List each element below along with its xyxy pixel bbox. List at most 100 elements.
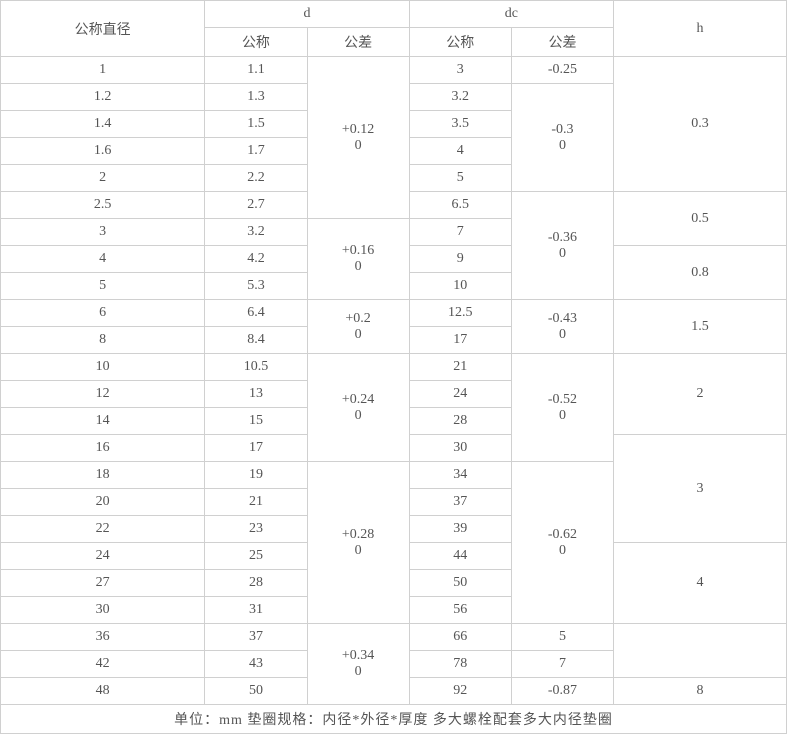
header-nominal-diameter: 公称直径 <box>1 1 205 57</box>
cell-h: 4 <box>614 543 787 624</box>
cell-dc-nom: 78 <box>409 651 511 678</box>
cell-dc-nom: 92 <box>409 678 511 705</box>
cell-dc-nom: 6.5 <box>409 192 511 219</box>
cell-h: 2 <box>614 354 787 435</box>
header-dc-nominal: 公称 <box>409 28 511 57</box>
cell-dc-tol: -0.520 <box>511 354 613 462</box>
cell-nd: 22 <box>1 516 205 543</box>
cell-d-nom: 10.5 <box>205 354 307 381</box>
cell-d-tol: +0.240 <box>307 354 409 462</box>
cell-h: 8 <box>614 678 787 705</box>
cell-nd: 10 <box>1 354 205 381</box>
footer-text: 单位：mm 垫圈规格：内径*外径*厚度 多大螺栓配套多大内径垫圈 <box>1 705 787 734</box>
cell-dc-tol: -0.620 <box>511 462 613 624</box>
cell-d-nom: 25 <box>205 543 307 570</box>
cell-nd: 18 <box>1 462 205 489</box>
cell-nd: 16 <box>1 435 205 462</box>
cell-dc-nom: 3.5 <box>409 111 511 138</box>
cell-d-nom: 6.4 <box>205 300 307 327</box>
cell-dc-nom: 5 <box>409 165 511 192</box>
table-row: 10 10.5 +0.240 21 -0.520 2 <box>1 354 787 381</box>
cell-dc-nom: 39 <box>409 516 511 543</box>
header-d: d <box>205 1 409 28</box>
cell-dc-nom: 3.2 <box>409 84 511 111</box>
cell-dc-nom: 7 <box>409 219 511 246</box>
cell-d-tol: +0.280 <box>307 462 409 624</box>
spec-table: 公称直径 d dc h 公称 公差 公称 公差 1 1.1 +0.120 3 -… <box>0 0 787 734</box>
cell-nd: 20 <box>1 489 205 516</box>
cell-d-nom: 50 <box>205 678 307 705</box>
cell-d-nom: 37 <box>205 624 307 651</box>
cell-dc-nom: 12.5 <box>409 300 511 327</box>
cell-nd: 8 <box>1 327 205 354</box>
cell-dc-nom: 30 <box>409 435 511 462</box>
cell-dc-nom: 34 <box>409 462 511 489</box>
cell-dc-nom: 9 <box>409 246 511 273</box>
cell-d-nom: 21 <box>205 489 307 516</box>
cell-nd: 14 <box>1 408 205 435</box>
header-d-tolerance: 公差 <box>307 28 409 57</box>
cell-nd: 48 <box>1 678 205 705</box>
table-row: 1 1.1 +0.120 3 -0.25 0.3 <box>1 57 787 84</box>
cell-d-nom: 1.1 <box>205 57 307 84</box>
cell-nd: 2 <box>1 165 205 192</box>
cell-d-nom: 2.2 <box>205 165 307 192</box>
cell-d-nom: 23 <box>205 516 307 543</box>
cell-nd: 4 <box>1 246 205 273</box>
cell-d-nom: 5.3 <box>205 273 307 300</box>
cell-nd: 5 <box>1 273 205 300</box>
cell-d-nom: 4.2 <box>205 246 307 273</box>
cell-nd: 24 <box>1 543 205 570</box>
cell-d-nom: 1.3 <box>205 84 307 111</box>
cell-nd: 1.2 <box>1 84 205 111</box>
cell-dc-tol: -0.360 <box>511 192 613 300</box>
cell-dc-tol: -0.430 <box>511 300 613 354</box>
cell-h: 7 <box>511 651 613 678</box>
cell-dc-tol: -0.30 <box>511 84 613 192</box>
cell-d-nom: 2.7 <box>205 192 307 219</box>
cell-dc-nom: 24 <box>409 381 511 408</box>
cell-d-nom: 13 <box>205 381 307 408</box>
cell-dc-nom: 10 <box>409 273 511 300</box>
cell-nd: 1.4 <box>1 111 205 138</box>
cell-d-tol: +0.340 <box>307 624 409 705</box>
header-h: h <box>614 1 787 57</box>
cell-dc-nom: 17 <box>409 327 511 354</box>
cell-d-nom: 28 <box>205 570 307 597</box>
cell-h: 0.8 <box>614 246 787 300</box>
cell-nd: 36 <box>1 624 205 651</box>
cell-dc-nom: 21 <box>409 354 511 381</box>
cell-nd: 1.6 <box>1 138 205 165</box>
cell-dc-tol: -0.87 <box>511 678 613 705</box>
cell-dc-nom: 50 <box>409 570 511 597</box>
cell-h: 0.3 <box>614 57 787 192</box>
header-d-nominal: 公称 <box>205 28 307 57</box>
cell-nd: 27 <box>1 570 205 597</box>
cell-dc-nom: 3 <box>409 57 511 84</box>
table-row: 36 37 +0.340 66 5 <box>1 624 787 651</box>
cell-d-nom: 43 <box>205 651 307 678</box>
cell-nd: 1 <box>1 57 205 84</box>
cell-d-nom: 17 <box>205 435 307 462</box>
cell-nd: 42 <box>1 651 205 678</box>
header-dc-tolerance: 公差 <box>511 28 613 57</box>
cell-d-tol: +0.160 <box>307 219 409 300</box>
cell-dc-nom: 44 <box>409 543 511 570</box>
header-dc: dc <box>409 1 613 28</box>
cell-d-nom: 1.5 <box>205 111 307 138</box>
cell-d-nom: 8.4 <box>205 327 307 354</box>
cell-d-tol: +0.120 <box>307 57 409 219</box>
cell-d-nom: 15 <box>205 408 307 435</box>
table-row: 6 6.4 +0.20 12.5 -0.430 1.5 <box>1 300 787 327</box>
cell-d-nom: 1.7 <box>205 138 307 165</box>
cell-nd: 30 <box>1 597 205 624</box>
cell-nd: 6 <box>1 300 205 327</box>
table-footer-row: 单位：mm 垫圈规格：内径*外径*厚度 多大螺栓配套多大内径垫圈 <box>1 705 787 734</box>
cell-d-tol: +0.20 <box>307 300 409 354</box>
cell-dc-nom: 56 <box>409 597 511 624</box>
cell-nd: 12 <box>1 381 205 408</box>
cell-dc-tol: -0.25 <box>511 57 613 84</box>
cell-h: 5 <box>511 624 613 651</box>
cell-nd: 3 <box>1 219 205 246</box>
cell-dc-nom: 4 <box>409 138 511 165</box>
